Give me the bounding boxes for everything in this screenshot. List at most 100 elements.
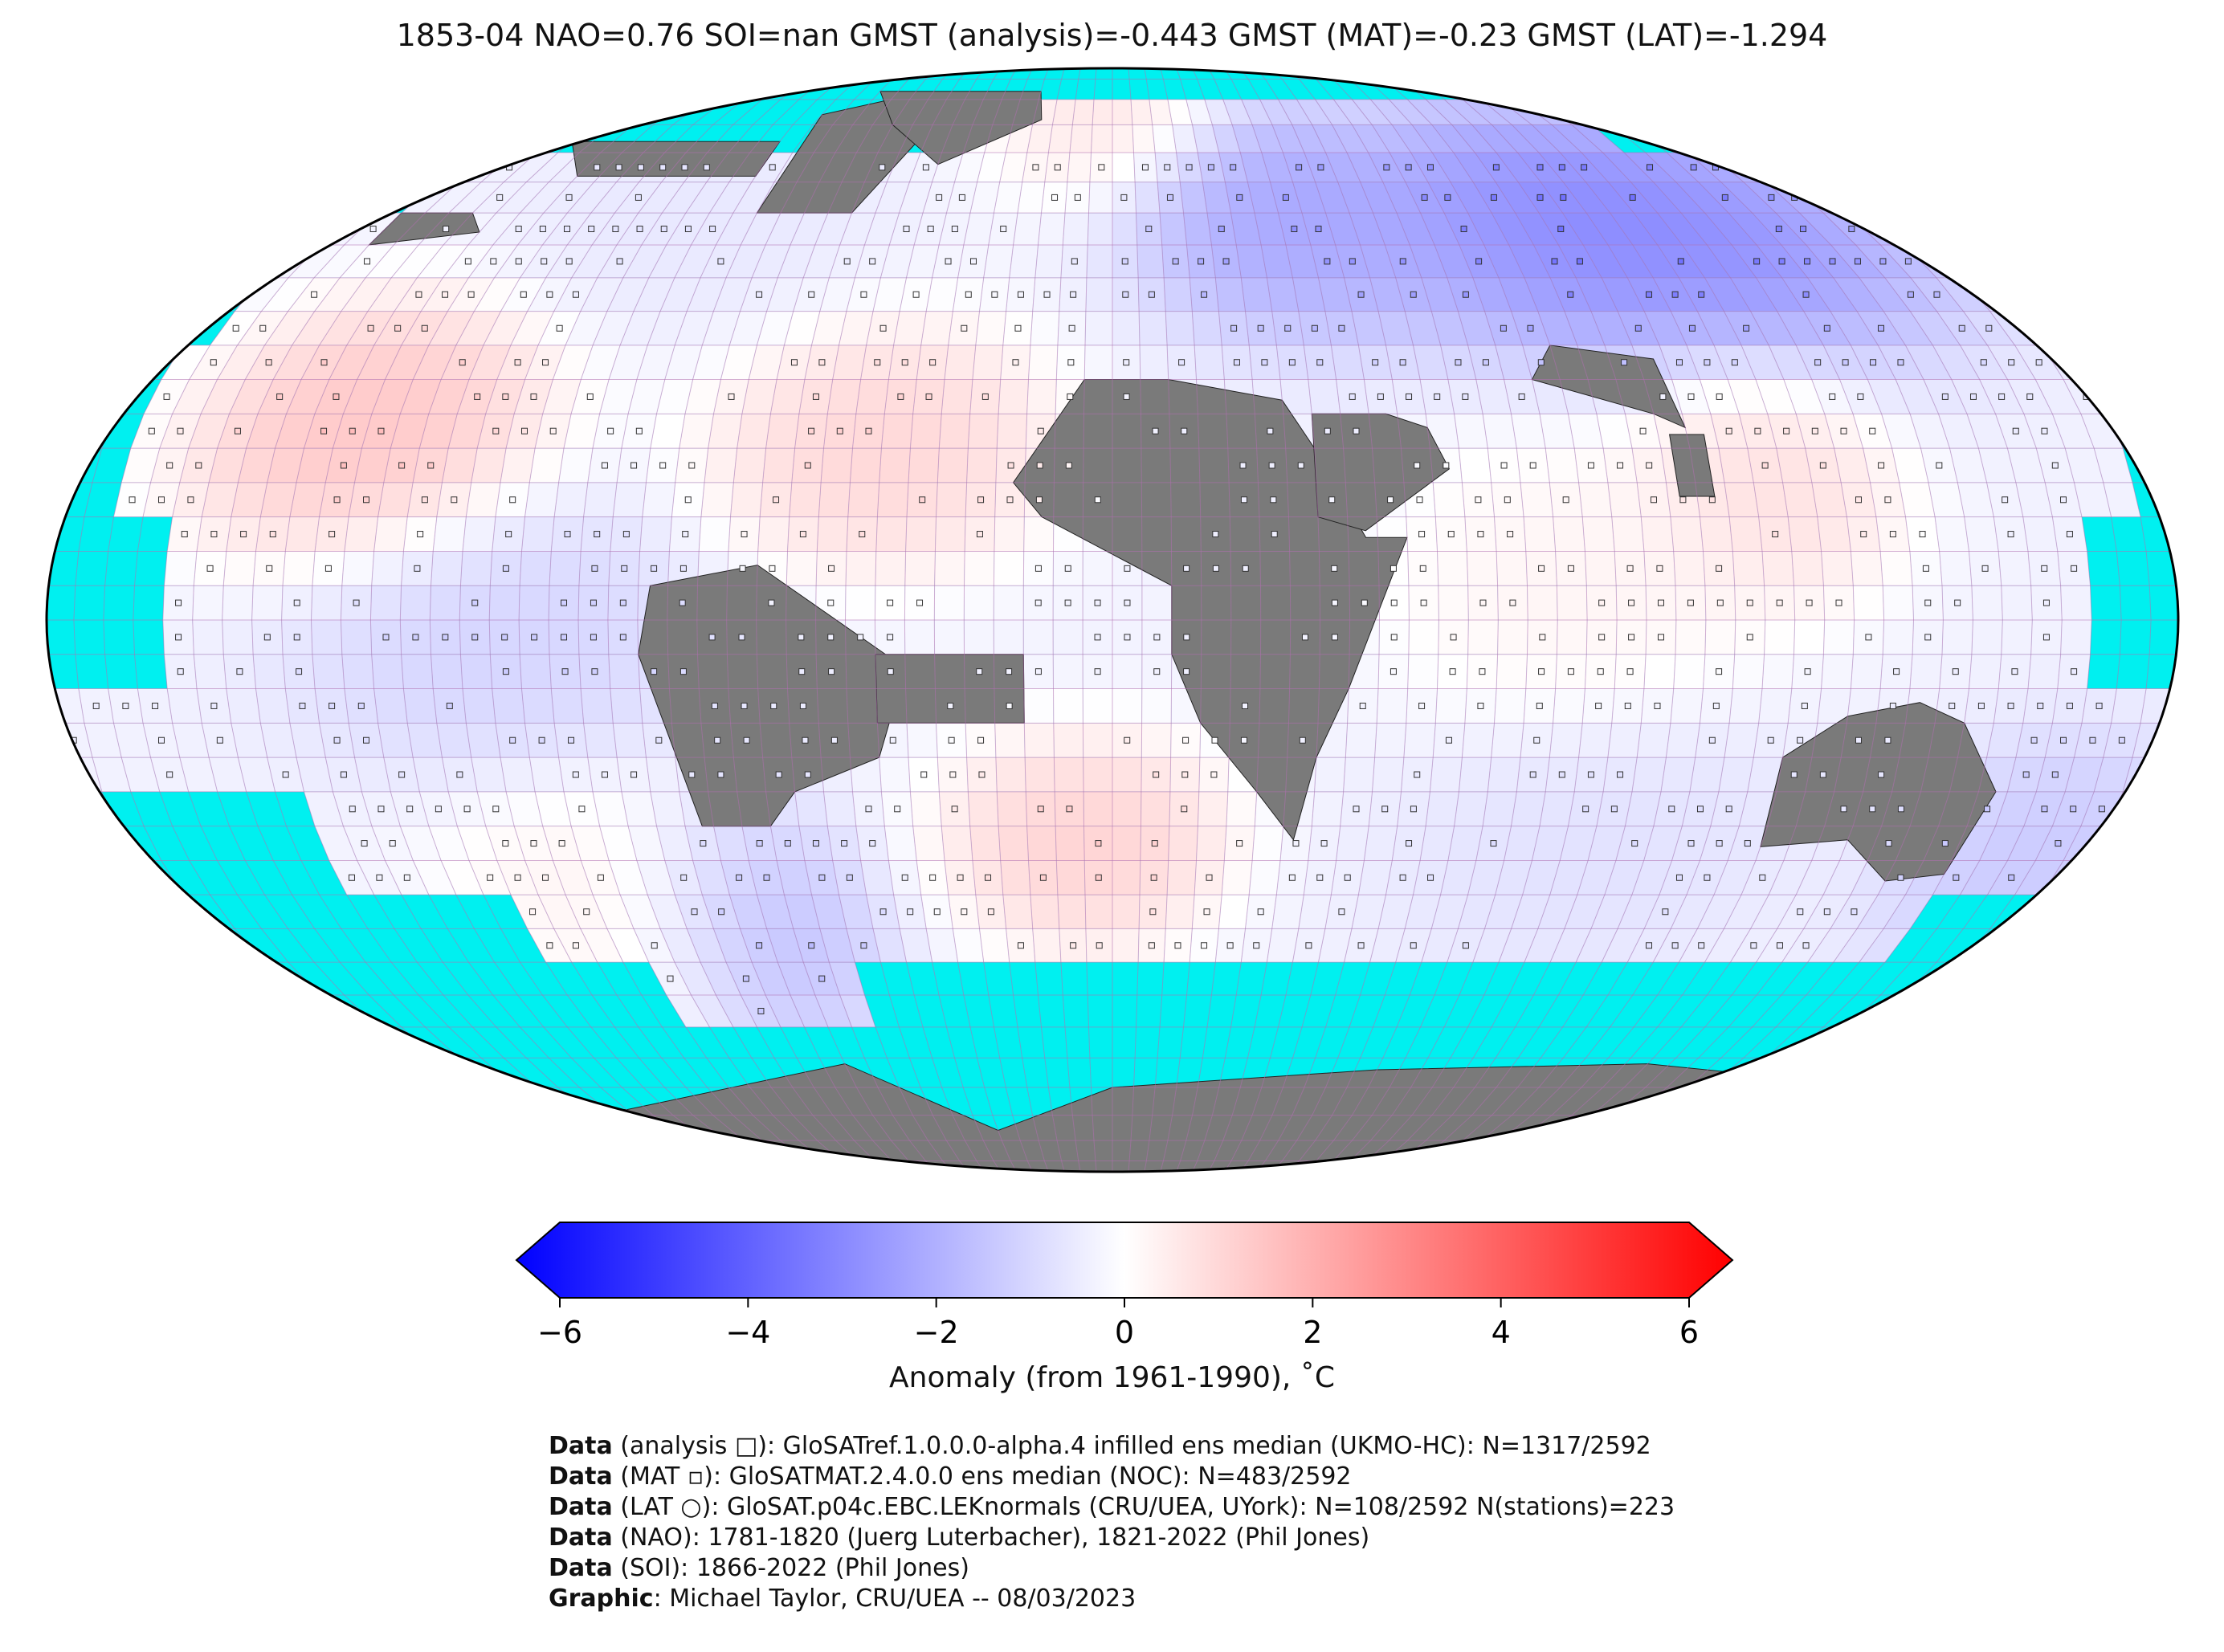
anomaly-cell bbox=[483, 311, 528, 345]
anomaly-cell bbox=[1681, 213, 1732, 245]
anomaly-cell bbox=[732, 182, 774, 214]
anomaly-cell bbox=[192, 585, 224, 620]
anomaly-cell bbox=[963, 213, 994, 245]
anomaly-cell bbox=[879, 757, 911, 792]
anomaly-cell bbox=[1750, 311, 1797, 345]
anomaly-cell bbox=[1524, 516, 1556, 552]
obs-marker bbox=[583, 908, 590, 916]
obs-marker bbox=[2070, 806, 2077, 813]
anomaly-cell bbox=[296, 757, 333, 792]
credit-label: Data bbox=[549, 1554, 613, 1582]
obs-marker bbox=[945, 258, 952, 265]
obs-marker bbox=[1855, 496, 1862, 504]
anomaly-cell bbox=[194, 654, 226, 689]
obs-marker bbox=[1455, 359, 1462, 366]
anomaly-cell bbox=[1054, 757, 1084, 792]
anomaly-cell bbox=[749, 345, 785, 380]
obs-marker bbox=[1870, 359, 1877, 366]
obs-marker bbox=[1271, 531, 1278, 538]
obs-marker bbox=[768, 599, 775, 606]
obs-marker bbox=[981, 393, 989, 400]
anomaly-cell bbox=[1467, 551, 1498, 586]
obs-marker bbox=[936, 194, 943, 201]
obs-marker bbox=[2042, 634, 2050, 641]
anomaly-cell bbox=[964, 620, 994, 655]
obs-marker bbox=[1361, 599, 1368, 606]
obs-marker bbox=[684, 226, 692, 233]
anomaly-cell bbox=[1935, 516, 1969, 552]
anomaly-cell bbox=[1577, 860, 1616, 895]
anomaly-cell bbox=[400, 826, 442, 861]
obs-marker bbox=[195, 462, 202, 469]
obs-marker bbox=[987, 908, 994, 916]
obs-marker bbox=[612, 226, 619, 233]
anomaly-cell bbox=[1830, 311, 1879, 345]
obs-marker bbox=[1775, 226, 1782, 233]
obs-marker bbox=[1537, 359, 1545, 366]
anomaly-cell bbox=[904, 551, 936, 586]
anomaly-cell bbox=[1360, 182, 1398, 214]
anomaly-cell bbox=[583, 482, 618, 517]
anomaly-cell bbox=[553, 860, 594, 895]
obs-marker bbox=[1233, 359, 1240, 366]
anomaly-cell bbox=[1918, 213, 1980, 245]
anomaly-cell bbox=[2065, 448, 2104, 483]
anomaly-cell bbox=[827, 379, 861, 414]
obs-marker bbox=[1236, 840, 1243, 847]
anomaly-cell bbox=[609, 860, 648, 895]
obs-marker bbox=[1823, 908, 1830, 916]
anomaly-cell bbox=[500, 757, 536, 792]
anomaly-cell bbox=[1729, 516, 1763, 552]
anomaly-cell bbox=[519, 585, 550, 620]
obs-marker bbox=[949, 771, 957, 778]
anomaly-cell bbox=[1053, 654, 1083, 689]
obs-marker bbox=[1479, 599, 1487, 606]
obs-marker bbox=[1383, 164, 1390, 171]
obs-marker bbox=[2118, 736, 2125, 744]
obs-marker bbox=[2026, 393, 2034, 400]
anomaly-cell bbox=[583, 723, 618, 758]
obs-marker bbox=[1064, 565, 1071, 572]
colorbar-tick-label: 6 bbox=[1679, 1315, 1699, 1350]
obs-marker bbox=[1949, 702, 1956, 709]
obs-marker bbox=[276, 393, 284, 400]
anomaly-cell bbox=[941, 826, 973, 861]
obs-marker bbox=[1893, 668, 1900, 675]
obs-marker bbox=[1941, 840, 1949, 847]
anomaly-cell bbox=[606, 277, 649, 312]
anomaly-cell bbox=[504, 152, 558, 182]
obs-marker bbox=[398, 771, 406, 778]
anomaly-cell bbox=[1625, 791, 1661, 826]
obs-marker bbox=[1687, 599, 1694, 606]
obs-marker bbox=[684, 496, 692, 504]
obs-marker bbox=[1490, 194, 1497, 201]
obs-marker bbox=[421, 324, 428, 332]
obs-marker bbox=[667, 975, 674, 982]
anomaly-cell bbox=[1333, 99, 1373, 125]
anomaly-cell bbox=[1532, 826, 1569, 861]
obs-marker bbox=[1492, 164, 1500, 171]
obs-marker bbox=[1410, 942, 1417, 949]
anomaly-cell bbox=[400, 585, 431, 620]
anomaly-cell bbox=[457, 826, 497, 861]
anomaly-cell bbox=[1483, 791, 1517, 826]
obs-marker bbox=[353, 599, 360, 606]
credit-line: Data (MAT ▫): GloSATMAT.2.4.0.0 ens medi… bbox=[549, 1462, 1675, 1492]
obs-marker bbox=[1879, 258, 1887, 265]
anomaly-cell bbox=[1905, 345, 1952, 380]
anomaly-cell bbox=[1653, 182, 1705, 214]
anomaly-cell bbox=[1833, 928, 1884, 963]
obs-marker bbox=[1829, 258, 1836, 265]
anomaly-cell bbox=[431, 551, 463, 586]
anomaly-cell bbox=[1508, 244, 1551, 278]
anomaly-cell bbox=[1560, 826, 1597, 861]
obs-marker bbox=[1124, 565, 1131, 572]
anomaly-cell bbox=[1347, 152, 1383, 182]
obs-marker bbox=[1389, 565, 1397, 572]
obs-marker bbox=[2002, 496, 2009, 504]
obs-marker bbox=[459, 359, 466, 366]
obs-marker bbox=[711, 702, 718, 709]
anomaly-cell bbox=[1643, 826, 1683, 861]
anomaly-cell bbox=[367, 277, 418, 312]
credit-label: Data bbox=[549, 1462, 613, 1491]
